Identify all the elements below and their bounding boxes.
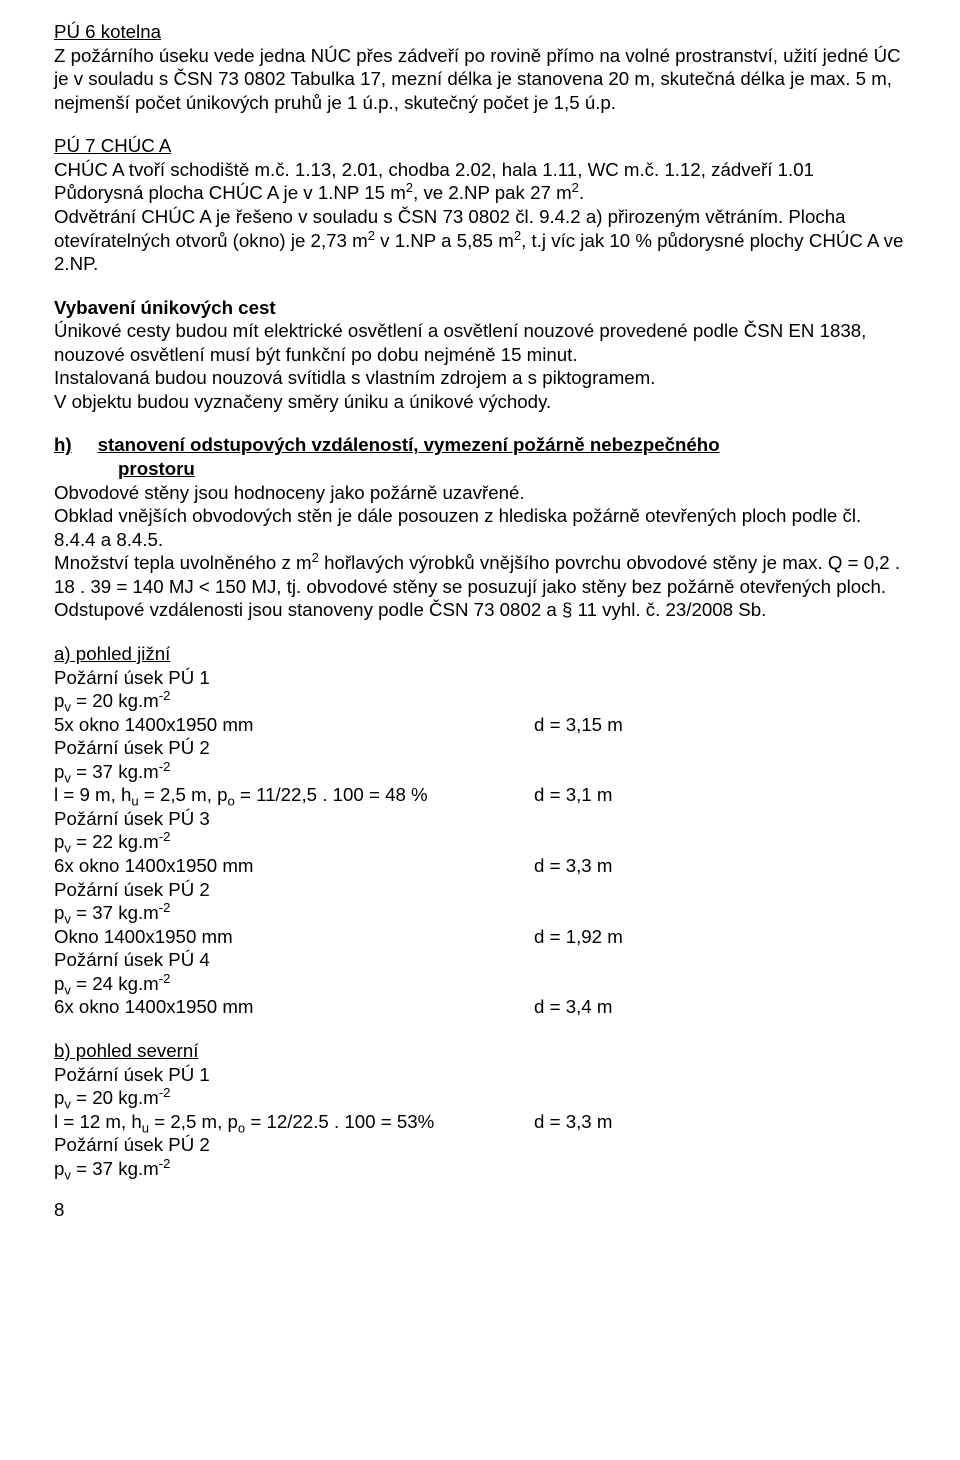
text: , ve 2.NP pak 27 m	[413, 182, 572, 203]
pu6-title: PÚ 6 kotelna	[54, 20, 906, 44]
a-l9-left: 6x okno 1400x1950 mm	[54, 854, 534, 878]
a-l6-right: d = 3,1 m	[534, 783, 906, 807]
vybaveni-title: Vybavení únikových cest	[54, 296, 906, 320]
a-title: a) pohled jižní	[54, 642, 906, 666]
section-h-letter: h)	[54, 434, 72, 455]
a-l15-right: d = 3,4 m	[534, 995, 906, 1019]
superscript-two: 2	[572, 180, 579, 195]
text: = 24 kg.m	[71, 973, 159, 994]
a-l6-left: l = 9 m, hu = 2,5 m, po = 11/22,5 . 100 …	[54, 783, 534, 807]
superscript-minus2: -2	[159, 688, 171, 703]
section-h-heading: h) stanovení odstupových vzdáleností, vy…	[54, 433, 906, 457]
text: = 20 kg.m	[71, 1087, 159, 1108]
superscript-two: 2	[368, 227, 375, 242]
a-l10: Požární úsek PÚ 2	[54, 878, 906, 902]
text: = 37 kg.m	[71, 902, 159, 923]
a-l9-right: d = 3,3 m	[534, 854, 906, 878]
text: = 11/22,5 . 100 = 48 %	[235, 784, 428, 805]
superscript-minus2: -2	[159, 759, 171, 774]
b-l3: l = 12 m, hu = 2,5 m, po = 12/22.5 . 100…	[54, 1110, 906, 1134]
page-number: 8	[54, 1198, 906, 1222]
text: p	[54, 690, 64, 711]
a-l3-right: d = 3,15 m	[534, 713, 906, 737]
text: v 1.NP a 5,85 m	[375, 230, 514, 251]
a-l3: 5x okno 1400x1950 mm d = 3,15 m	[54, 713, 906, 737]
superscript-two: 2	[312, 550, 319, 565]
text: = 12/22.5 . 100 = 53%	[245, 1111, 434, 1132]
superscript-two: 2	[406, 180, 413, 195]
text: = 22 kg.m	[71, 831, 159, 852]
pu7-line1: CHÚC A tvoří schodiště m.č. 1.13, 2.01, …	[54, 158, 906, 182]
a-l6: l = 9 m, hu = 2,5 m, po = 11/22,5 . 100 …	[54, 783, 906, 807]
text: p	[54, 761, 64, 782]
pu6-para: Z požárního úseku vede jedna NÚC přes zá…	[54, 44, 906, 115]
b-l1: Požární úsek PÚ 1	[54, 1063, 906, 1087]
vybaveni-p3: V objektu budou vyznačeny směry úniku a …	[54, 390, 906, 414]
subscript-o: o	[227, 794, 234, 809]
superscript-minus2: -2	[159, 829, 171, 844]
pu7-title: PÚ 7 CHÚC A	[54, 134, 906, 158]
text: Půdorysná plocha CHÚC A je v 1.NP 15 m	[54, 182, 406, 203]
b-l4: Požární úsek PÚ 2	[54, 1133, 906, 1157]
b-title: b) pohled severní	[54, 1039, 906, 1063]
a-l9: 6x okno 1400x1950 mm d = 3,3 m	[54, 854, 906, 878]
a-l7: Požární úsek PÚ 3	[54, 807, 906, 831]
section-h-heading2: prostoru	[54, 457, 906, 481]
a-l1: Požární úsek PÚ 1	[54, 666, 906, 690]
h-p4: Odstupové vzdálenosti jsou stanoveny pod…	[54, 598, 906, 622]
a-l8: pv = 22 kg.m-2	[54, 830, 906, 854]
a-l14: pv = 24 kg.m-2	[54, 972, 906, 996]
text: Množství tepla uvolněného z m	[54, 552, 312, 573]
b-l5: pv = 37 kg.m-2	[54, 1157, 906, 1181]
text: p	[54, 1087, 64, 1108]
superscript-minus2: -2	[159, 971, 171, 986]
b-l3-left: l = 12 m, hu = 2,5 m, po = 12/22.5 . 100…	[54, 1110, 534, 1134]
a-l3-left: 5x okno 1400x1950 mm	[54, 713, 534, 737]
text: = 37 kg.m	[71, 1158, 159, 1179]
a-l15-left: 6x okno 1400x1950 mm	[54, 995, 534, 1019]
h-p3: Množství tepla uvolněného z m2 hořlavých…	[54, 551, 906, 598]
text: = 37 kg.m	[71, 761, 159, 782]
superscript-minus2: -2	[159, 1085, 171, 1100]
a-l11: pv = 37 kg.m-2	[54, 901, 906, 925]
text: p	[54, 1158, 64, 1179]
a-l12-right: d = 1,92 m	[534, 925, 906, 949]
a-l13: Požární úsek PÚ 4	[54, 948, 906, 972]
text: p	[54, 831, 64, 852]
a-l2: pv = 20 kg.m-2	[54, 689, 906, 713]
a-l5: pv = 37 kg.m-2	[54, 760, 906, 784]
superscript-minus2: -2	[159, 900, 171, 915]
pu7-line2: Půdorysná plocha CHÚC A je v 1.NP 15 m2,…	[54, 181, 906, 205]
b-l2: pv = 20 kg.m-2	[54, 1086, 906, 1110]
vybaveni-p2: Instalovaná budou nouzová svítidla s vla…	[54, 366, 906, 390]
text: l = 12 m, h	[54, 1111, 142, 1132]
pu7-line3: Odvětrání CHÚC A je řešeno v souladu s Č…	[54, 205, 906, 276]
section-h-title1: stanovení odstupových vzdáleností, vymez…	[98, 434, 720, 455]
h-p1: Obvodové stěny jsou hodnoceny jako požár…	[54, 481, 906, 505]
text: = 2,5 m, p	[149, 1111, 238, 1132]
b-l3-right: d = 3,3 m	[534, 1110, 906, 1134]
text: = 2,5 m, p	[139, 784, 228, 805]
h-p2: Obklad vnějších obvodových stěn je dále …	[54, 504, 906, 551]
superscript-minus2: -2	[159, 1156, 171, 1171]
text: l = 9 m, h	[54, 784, 131, 805]
a-l12-left: Okno 1400x1950 mm	[54, 925, 534, 949]
text: = 20 kg.m	[71, 690, 159, 711]
vybaveni-p1: Únikové cesty budou mít elektrické osvět…	[54, 319, 906, 366]
text: p	[54, 973, 64, 994]
a-l15: 6x okno 1400x1950 mm d = 3,4 m	[54, 995, 906, 1019]
text: .	[579, 182, 584, 203]
text: p	[54, 902, 64, 923]
a-l4: Požární úsek PÚ 2	[54, 736, 906, 760]
a-l12: Okno 1400x1950 mm d = 1,92 m	[54, 925, 906, 949]
section-h-title2: prostoru	[118, 458, 195, 479]
